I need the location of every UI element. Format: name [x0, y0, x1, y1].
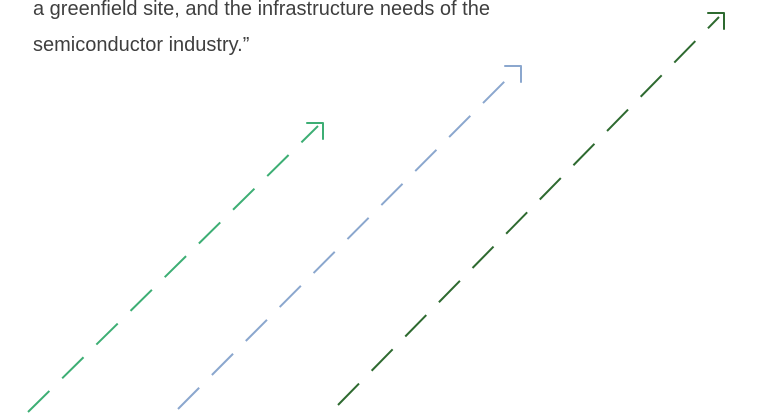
- arrow-left-icon: [27, 122, 324, 413]
- quote-line-2: semiconductor industry.”: [33, 34, 250, 56]
- arrow-right-icon: [337, 12, 725, 406]
- quote-line-1: a greenfield site, and the infrastructur…: [33, 0, 490, 20]
- arrow-middle-icon: [177, 65, 522, 410]
- quote-text: a greenfield site, and the infrastructur…: [33, 0, 673, 63]
